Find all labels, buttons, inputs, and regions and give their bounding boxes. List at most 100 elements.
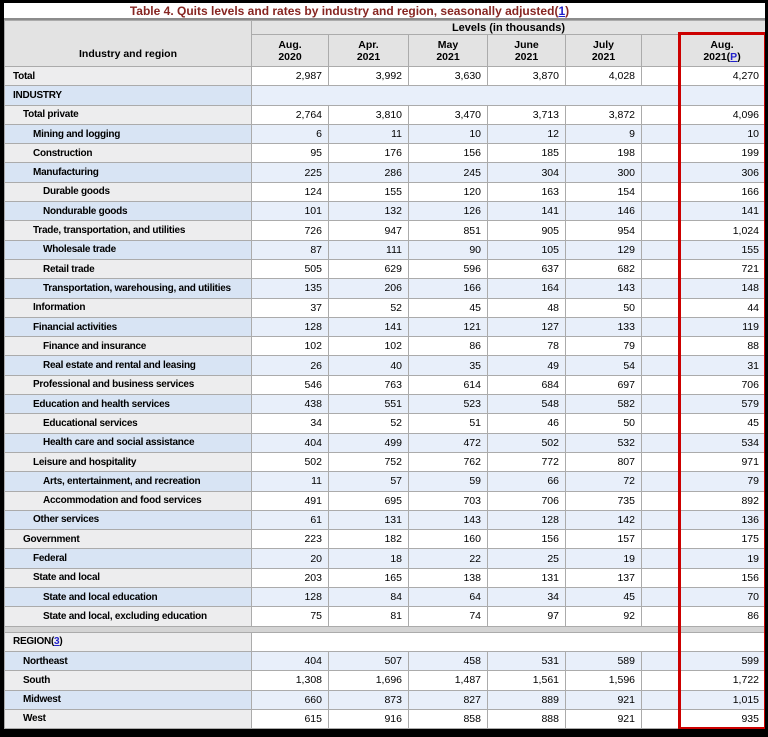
col-month: June [514,38,539,51]
value-cell: 404 [251,432,329,453]
value-cell: 50 [565,297,642,318]
value-cell: 3,872 [565,104,642,125]
value-cell: 86 [408,336,488,357]
value-cell: 9 [565,123,642,145]
value-cell: 52 [328,413,409,434]
value-cell: 19 [678,548,765,569]
value-cell: 138 [408,567,488,589]
table-row: Midwest 660 873 827 889 921 1,015 [4,689,765,710]
value-cell: 889 [487,689,566,710]
spacer-cell [641,650,679,672]
value-cell: 88 [678,336,765,357]
value-cell: 37 [251,297,329,318]
quits-data-table: Industry and region Levels (in thousands… [4,20,765,729]
value-cell: 19 [565,548,642,569]
table-row: Wholesale trade 87 111 90 105 129 155 [4,239,765,260]
value-cell: 888 [487,708,566,729]
row-label: State and local, excluding education [4,606,252,627]
value-cell: 858 [408,708,488,729]
table-row: Health care and social assistance 404 499 4… [4,432,765,453]
value-cell: 306 [678,162,765,183]
spacer-cell [641,509,679,531]
value-cell: 128 [487,509,566,531]
value-cell: 51 [408,413,488,434]
value-cell: 182 [328,529,409,550]
value-cell: 1,015 [678,689,765,710]
row-label: State and local education [4,587,252,608]
value-cell: 148 [678,278,765,299]
value-cell: 3,810 [328,104,409,125]
value-cell: 546 [251,374,329,396]
value-cell: 97 [487,606,566,627]
value-cell: 143 [408,509,488,531]
row-label: INDUSTRY [4,85,252,106]
value-cell: 507 [328,650,409,672]
table-row: Federal 20 18 22 25 19 19 [4,548,765,569]
row-label: Trade, transportation, and utilities [4,220,252,241]
table-row: Education and health services 438 551 523 54… [4,394,765,415]
value-cell: 156 [487,529,566,550]
row-label: Information [4,297,252,318]
spacer-cell [641,689,679,710]
title-footnote-link[interactable]: 1 [558,4,566,18]
value-cell: 120 [408,181,488,203]
table-body: Total 2,987 3,992 3,630 3,870 4,028 4,270 INDUS… [4,65,765,729]
col-month: Aug. [710,38,734,51]
value-cell: 143 [565,278,642,299]
title-text: Table 4. Quits levels and rates by indus… [129,4,555,18]
value-cell: 892 [678,490,765,511]
spacer-cell [641,162,679,183]
title-footnote-open: ( [554,4,559,18]
table-row: Finance and insurance 102 102 86 78 79 88 [4,336,765,357]
value-cell: 2,987 [251,65,329,87]
value-cell: 75 [251,606,329,627]
spacer-header [641,34,679,67]
row-label: Educational services [4,413,252,434]
value-cell: 163 [487,181,566,203]
value-cell: 135 [251,278,329,299]
row-label: Manufacturing [4,162,252,183]
value-cell: 176 [328,143,409,164]
spacer-cell [641,432,679,453]
value-cell: 505 [251,258,329,280]
spacer-cell [641,316,679,338]
value-cell: 807 [565,451,642,473]
spacer-cell [641,606,679,627]
value-cell: 34 [487,587,566,608]
row-label: Mining and logging [4,123,252,145]
value-cell: 523 [408,394,488,415]
value-cell: 682 [565,258,642,280]
table-row: Arts, entertainment, and recreation 11 57 5… [4,471,765,492]
value-cell: 126 [408,201,488,222]
table-row: Accommodation and food services 491 695 703… [4,490,765,511]
value-cell: 206 [328,278,409,299]
value-cell: 3,992 [328,65,409,87]
value-cell: 70 [678,587,765,608]
value-cell: 164 [487,278,566,299]
value-cell: 101 [251,201,329,222]
value-cell: 155 [678,239,765,260]
row-label: Durable goods [4,181,252,203]
value-cell: 49 [487,355,566,376]
value-cell: 166 [678,181,765,203]
value-cell: 2,764 [251,104,329,125]
value-cell: 4,270 [678,65,765,87]
value-cell: 726 [251,220,329,241]
footnote-link[interactable]: 3 [54,636,60,648]
value-cell: 74 [408,606,488,627]
value-cell: 614 [408,374,488,396]
value-cell: 31 [678,355,765,376]
table-row: Nondurable goods 101 132 126 141 146 141 [4,201,765,222]
value-cell: 90 [408,239,488,260]
value-cell: 165 [328,567,409,589]
preliminary-footnote-link[interactable]: P [730,50,738,63]
spacer-cell [641,529,679,550]
value-cell: 3,870 [487,65,566,87]
value-cell: 154 [565,181,642,203]
col-year: 2021 [514,50,539,63]
spacer-cell [641,490,679,511]
value-cell: 22 [408,548,488,569]
spacer-cell [641,374,679,396]
column-header-row: Aug. 2020 Apr. 2021 May 2021 June 2021 J… [5,34,765,67]
value-cell: 905 [487,220,566,241]
